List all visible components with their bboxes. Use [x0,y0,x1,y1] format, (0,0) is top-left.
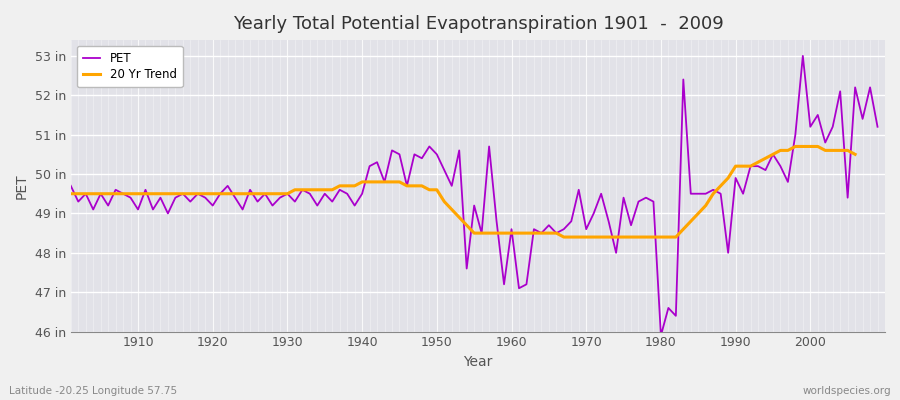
Text: worldspecies.org: worldspecies.org [803,386,891,396]
PET [125,195,136,200]
PET [66,184,77,188]
20 Yr Trend [66,191,77,196]
20 Yr Trend [88,191,99,196]
20 Yr Trend [752,160,763,165]
20 Yr Trend [850,152,860,157]
Text: Latitude -20.25 Longitude 57.75: Latitude -20.25 Longitude 57.75 [9,386,177,396]
20 Yr Trend [790,144,801,149]
Y-axis label: PET: PET [15,173,29,199]
PET [506,227,517,232]
PET [290,199,301,204]
20 Yr Trend [580,235,591,240]
20 Yr Trend [521,231,532,236]
PET [334,187,345,192]
20 Yr Trend [558,235,569,240]
20 Yr Trend [528,231,539,236]
X-axis label: Year: Year [464,355,492,369]
PET [655,333,666,338]
PET [596,191,607,196]
PET [499,282,509,287]
Line: 20 Yr Trend: 20 Yr Trend [71,146,855,237]
20 Yr Trend [611,235,622,240]
Line: PET: PET [71,56,878,336]
PET [797,54,808,58]
Legend: PET, 20 Yr Trend: PET, 20 Yr Trend [76,46,183,87]
Title: Yearly Total Potential Evapotranspiration 1901  -  2009: Yearly Total Potential Evapotranspiratio… [232,15,724,33]
PET [872,124,883,129]
